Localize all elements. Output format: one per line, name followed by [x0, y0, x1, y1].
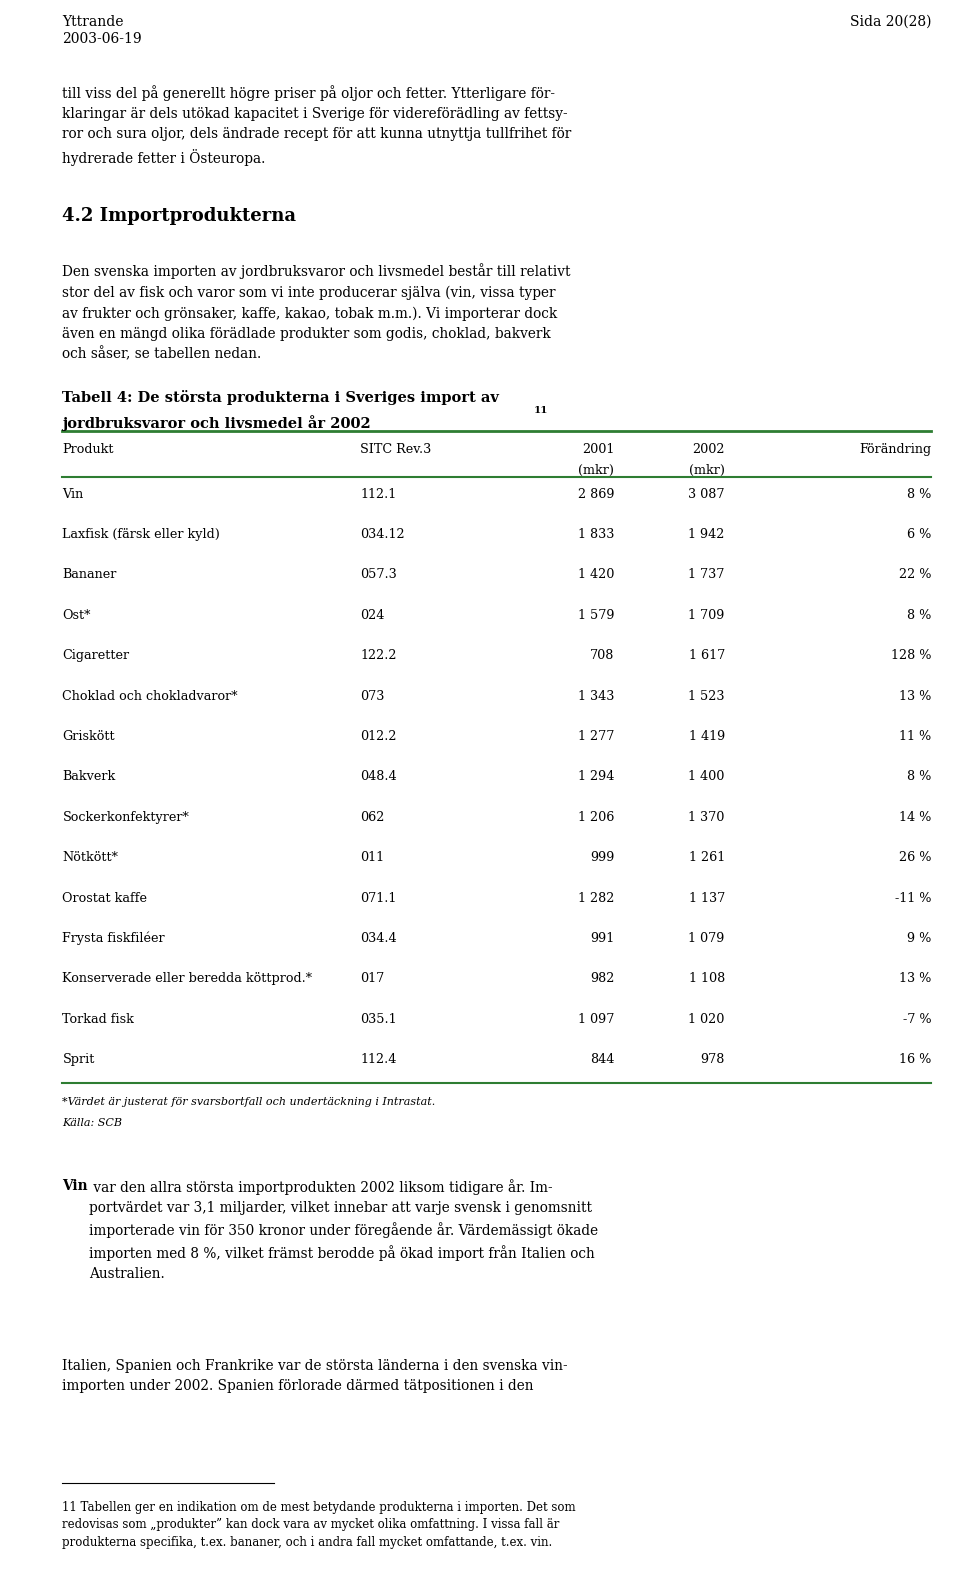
- Text: var den allra största importprodukten 2002 liksom tidigare år. Im-
portvärdet va: var den allra största importprodukten 20…: [89, 1179, 598, 1281]
- Text: Ost*: Ost*: [62, 609, 91, 622]
- Text: 024: 024: [360, 609, 384, 622]
- Text: 1 370: 1 370: [688, 811, 725, 824]
- Text: -7 %: -7 %: [902, 1013, 931, 1026]
- Text: 14 %: 14 %: [899, 811, 931, 824]
- Text: 9 %: 9 %: [907, 933, 931, 945]
- Text: 1 097: 1 097: [578, 1013, 614, 1026]
- Text: 048.4: 048.4: [360, 770, 396, 783]
- Text: 11 %: 11 %: [899, 731, 931, 743]
- Text: (mkr): (mkr): [578, 464, 614, 477]
- Text: 999: 999: [590, 851, 614, 865]
- Text: Den svenska importen av jordbruksvaror och livsmedel består till relativt
stor d: Den svenska importen av jordbruksvaror o…: [62, 264, 571, 361]
- Text: Produkt: Produkt: [62, 443, 114, 456]
- Text: 017: 017: [360, 972, 384, 985]
- Text: 1 020: 1 020: [688, 1013, 725, 1026]
- Text: 035.1: 035.1: [360, 1013, 396, 1026]
- Text: Bakverk: Bakverk: [62, 770, 115, 783]
- Text: Vin: Vin: [62, 488, 84, 500]
- Text: 034.12: 034.12: [360, 529, 404, 541]
- Text: 1 343: 1 343: [578, 690, 614, 702]
- Text: Sockerkonfektyrer*: Sockerkonfektyrer*: [62, 811, 189, 824]
- Text: 1 709: 1 709: [688, 609, 725, 622]
- Text: (mkr): (mkr): [688, 464, 725, 477]
- Text: Förändring: Förändring: [859, 443, 931, 456]
- Text: Konserverade eller beredda köttprod.*: Konserverade eller beredda köttprod.*: [62, 972, 312, 985]
- Text: -11 %: -11 %: [895, 892, 931, 904]
- Text: 1 420: 1 420: [578, 568, 614, 581]
- Text: 112.1: 112.1: [360, 488, 396, 500]
- Text: Yttrande: Yttrande: [62, 16, 124, 28]
- Text: 3 087: 3 087: [688, 488, 725, 500]
- Text: Orostat kaffe: Orostat kaffe: [62, 892, 148, 904]
- Text: 8 %: 8 %: [907, 488, 931, 500]
- Text: 1 617: 1 617: [688, 649, 725, 663]
- Text: 071.1: 071.1: [360, 892, 396, 904]
- Text: Choklad och chokladvaror*: Choklad och chokladvaror*: [62, 690, 238, 702]
- Text: 011: 011: [360, 851, 384, 865]
- Text: Italien, Spanien och Frankrike var de största länderna i den svenska vin-
import: Italien, Spanien och Frankrike var de st…: [62, 1359, 568, 1393]
- Text: 26 %: 26 %: [899, 851, 931, 865]
- Text: Frysta fiskfiléer: Frysta fiskfiléer: [62, 933, 165, 945]
- Text: 1 400: 1 400: [688, 770, 725, 783]
- Text: 1 579: 1 579: [578, 609, 614, 622]
- Text: Cigaretter: Cigaretter: [62, 649, 130, 663]
- Text: 1 294: 1 294: [578, 770, 614, 783]
- Text: 2 869: 2 869: [578, 488, 614, 500]
- Text: 122.2: 122.2: [360, 649, 396, 663]
- Text: 1 108: 1 108: [688, 972, 725, 985]
- Text: 1 942: 1 942: [688, 529, 725, 541]
- Text: 034.4: 034.4: [360, 933, 396, 945]
- Text: till viss del på generellt högre priser på oljor och fetter. Ytterligare för-
kl: till viss del på generellt högre priser …: [62, 85, 571, 166]
- Text: jordbruksvaror och livsmedel år 2002: jordbruksvaror och livsmedel år 2002: [62, 415, 372, 431]
- Text: 11: 11: [534, 407, 548, 415]
- Text: 1 419: 1 419: [688, 731, 725, 743]
- Text: 012.2: 012.2: [360, 731, 396, 743]
- Text: 1 137: 1 137: [688, 892, 725, 904]
- Text: 13 %: 13 %: [899, 690, 931, 702]
- Text: 1 079: 1 079: [688, 933, 725, 945]
- Text: 13 %: 13 %: [899, 972, 931, 985]
- Text: 112.4: 112.4: [360, 1053, 396, 1067]
- Text: 073: 073: [360, 690, 384, 702]
- Text: 1 261: 1 261: [688, 851, 725, 865]
- Text: 2001: 2001: [582, 443, 614, 456]
- Text: 2002: 2002: [692, 443, 725, 456]
- Text: 6 %: 6 %: [907, 529, 931, 541]
- Text: 991: 991: [590, 933, 614, 945]
- Text: 844: 844: [590, 1053, 614, 1067]
- Text: 1 277: 1 277: [578, 731, 614, 743]
- Text: 708: 708: [590, 649, 614, 663]
- Text: *Värdet är justerat för svarsbortfall och undertäckning i Intrastat.: *Värdet är justerat för svarsbortfall oc…: [62, 1097, 436, 1108]
- Text: 22 %: 22 %: [899, 568, 931, 581]
- Text: 1 737: 1 737: [688, 568, 725, 581]
- Text: 8 %: 8 %: [907, 770, 931, 783]
- Text: Sida 20(28): Sida 20(28): [850, 16, 931, 28]
- Text: 2003-06-19: 2003-06-19: [62, 33, 142, 46]
- Text: 057.3: 057.3: [360, 568, 396, 581]
- Text: 11 Tabellen ger en indikation om de mest betydande produkterna i importen. Det s: 11 Tabellen ger en indikation om de mest…: [62, 1501, 576, 1548]
- Text: Bananer: Bananer: [62, 568, 117, 581]
- Text: 062: 062: [360, 811, 384, 824]
- Text: Laxfisk (färsk eller kyld): Laxfisk (färsk eller kyld): [62, 529, 220, 541]
- Text: Vin: Vin: [62, 1179, 88, 1193]
- Text: 4.2 Importprodukterna: 4.2 Importprodukterna: [62, 207, 297, 224]
- Text: 1 206: 1 206: [578, 811, 614, 824]
- Text: Sprit: Sprit: [62, 1053, 95, 1067]
- Text: 1 282: 1 282: [578, 892, 614, 904]
- Text: SITC Rev.3: SITC Rev.3: [360, 443, 431, 456]
- Text: 978: 978: [701, 1053, 725, 1067]
- Text: Källa: SCB: Källa: SCB: [62, 1117, 123, 1128]
- Text: 982: 982: [590, 972, 614, 985]
- Text: 1 523: 1 523: [688, 690, 725, 702]
- Text: Torkad fisk: Torkad fisk: [62, 1013, 134, 1026]
- Text: 16 %: 16 %: [899, 1053, 931, 1067]
- Text: 1 833: 1 833: [578, 529, 614, 541]
- Text: 128 %: 128 %: [891, 649, 931, 663]
- Text: Nötkött*: Nötkött*: [62, 851, 118, 865]
- Text: 8 %: 8 %: [907, 609, 931, 622]
- Text: Tabell 4: De största produkterna i Sveriges import av: Tabell 4: De största produkterna i Sveri…: [62, 390, 499, 406]
- Text: Griskött: Griskött: [62, 731, 115, 743]
